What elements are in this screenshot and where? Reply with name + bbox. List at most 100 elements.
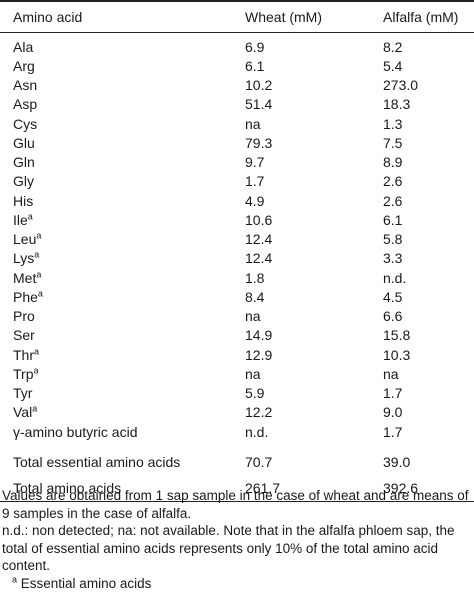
alfalfa-value: 273.0 [383, 77, 419, 94]
total-essential-label: Total essential amino acids [13, 454, 181, 471]
wheat-value: na [245, 115, 261, 132]
alfalfa-value: 4.5 [383, 288, 403, 305]
wheat-value: 6.9 [245, 38, 265, 55]
alfalfa-value: n.d. [383, 269, 407, 286]
values-footnote: Values are obtained from 1 sap sample in… [2, 488, 469, 521]
essential-marker: a [34, 249, 40, 260]
wheat-value: 4.9 [245, 192, 265, 209]
total-essential-row: Total essential amino acids 70.7 39.0 [0, 441, 474, 475]
table-footnotes: Values are obtained from 1 sap sample in… [2, 487, 472, 592]
amino-acid-name: Asn [13, 77, 38, 94]
table-row: Vala 12.2 9.0 [0, 403, 474, 422]
wheat-value: 14.9 [245, 327, 273, 344]
alfalfa-value: 10.3 [383, 346, 411, 363]
amino-acid-name: His [13, 192, 34, 209]
alfalfa-value: 1.7 [383, 423, 403, 440]
totals-body: Total essential amino acids 70.7 39.0 To… [0, 441, 474, 503]
total-row: Total amino acids 261.7 392.6 [0, 475, 474, 503]
alfalfa-value: 2.6 [383, 173, 403, 190]
amino-acid-name: Trp [13, 365, 34, 382]
wheat-value: 6.1 [245, 57, 265, 74]
amino-acid-cell: Cys [0, 114, 245, 133]
table-row: Tyr 5.9 1.7 [0, 384, 474, 403]
amino-acid-cell: Asp [0, 95, 245, 114]
wheat-value: 51.4 [245, 96, 273, 113]
table-row: Glu 79.3 7.5 [0, 133, 474, 152]
footnote-marker: a [12, 574, 18, 584]
essential-marker: a [33, 365, 39, 376]
table-row: His 4.9 2.6 [0, 191, 474, 210]
amino-acid-name: Cys [13, 115, 38, 132]
amino-acid-cell: Ser [0, 326, 245, 345]
essential-marker: a [36, 230, 42, 241]
wheat-value: 1.7 [245, 173, 265, 190]
amino-acid-name: Thr [13, 346, 34, 363]
amino-acid-cell: Tyr [0, 384, 245, 403]
table-row: Leua 12.4 5.8 [0, 230, 474, 249]
table-row: Lysa 12.4 3.3 [0, 249, 474, 268]
amino-acid-cell: Asn [0, 76, 245, 95]
wheat-value: 10.6 [245, 211, 273, 228]
table-row: Gln 9.7 8.9 [0, 153, 474, 172]
amino-acid-name: Arg [13, 57, 35, 74]
total-essential-wheat: 70.7 [245, 454, 273, 471]
alfalfa-value: 3.3 [383, 250, 403, 267]
amino-acid-table: Amino acid Wheat (mM) Alfalfa (mM) Ala 6.… [0, 0, 474, 503]
wheat-value: 12.2 [245, 404, 273, 421]
total-alfalfa: 392.6 [383, 475, 474, 503]
amino-acid-cell: Lysa [0, 249, 245, 268]
wheat-value: na [245, 365, 261, 382]
essential-marker: a [36, 268, 42, 279]
wheat-value: n.d. [245, 423, 269, 440]
total-label: Total amino acids [0, 475, 245, 503]
abbreviation-footnote: n.d.: non detected; na: not available. N… [2, 523, 455, 573]
amino-acid-name: Pro [13, 308, 35, 325]
amino-acid-cell: His [0, 191, 245, 210]
alfalfa-value: 8.9 [383, 154, 403, 171]
header-row: Amino acid Wheat (mM) Alfalfa (mM) [0, 0, 474, 33]
header-wheat: Wheat (mM) [245, 0, 383, 33]
amino-acid-name: Ser [13, 327, 35, 344]
alfalfa-value: 7.5 [383, 134, 403, 151]
amino-acid-cell: Phea [0, 287, 245, 306]
amino-acid-name: Leu [13, 231, 37, 248]
essential-marker: a [32, 403, 38, 414]
header-alfalfa: Alfalfa (mM) [383, 0, 474, 33]
amino-acid-name: Glu [13, 134, 35, 151]
table-row: Gly 1.7 2.6 [0, 172, 474, 191]
amino-acid-cell: Arg [0, 56, 245, 75]
wheat-value: 12.4 [245, 231, 273, 248]
alfalfa-value: 2.6 [383, 192, 403, 209]
essential-footnote-text: Essential amino acids [20, 575, 152, 591]
alfalfa-value: na [383, 365, 399, 382]
alfalfa-value: 1.7 [383, 385, 403, 402]
wheat-value: 79.3 [245, 134, 273, 151]
amino-acid-name: Ile [13, 211, 28, 228]
table-row: Asp 51.4 18.3 [0, 95, 474, 114]
table-row: Thra 12.9 10.3 [0, 345, 474, 364]
table-row: Phea 8.4 4.5 [0, 287, 474, 306]
alfalfa-value: 6.6 [383, 308, 403, 325]
alfalfa-value: 5.4 [383, 57, 403, 74]
amino-acid-name: Lys [13, 250, 35, 267]
amino-acid-cell: Gly [0, 172, 245, 191]
amino-acid-name: Gly [13, 173, 34, 190]
wheat-value: 8.4 [245, 288, 265, 305]
essential-marker: a [27, 211, 33, 222]
alfalfa-value: 5.8 [383, 231, 403, 248]
amino-acid-name: Val [13, 404, 33, 421]
essential-marker: a [34, 345, 40, 356]
amino-acid-cell: Trpa [0, 364, 245, 383]
table-row: Trpa na na [0, 364, 474, 383]
table-row: Ala 6.9 8.2 [0, 33, 474, 57]
alfalfa-value: 15.8 [383, 327, 411, 344]
amino-acid-cell: Ala [0, 33, 245, 57]
amino-acid-cell: Thra [0, 345, 245, 364]
alfalfa-value: 9.0 [383, 404, 403, 421]
wheat-value: na [245, 308, 261, 325]
amino-acid-name: Asp [13, 96, 38, 113]
total-wheat: 261.7 [245, 475, 383, 503]
wheat-value: 5.9 [245, 385, 265, 402]
total-essential-alfalfa: 39.0 [383, 454, 411, 471]
